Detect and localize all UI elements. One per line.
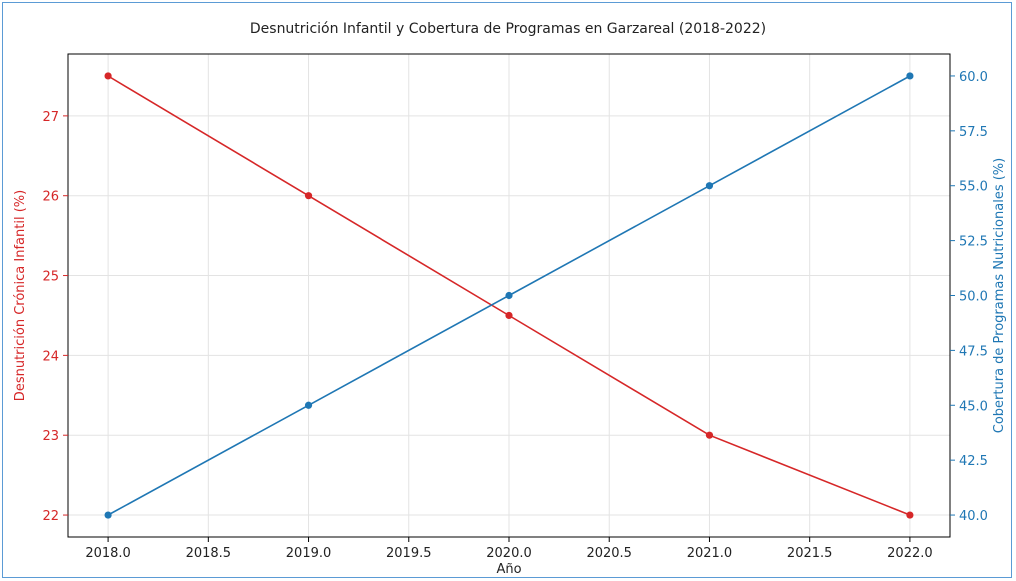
y-right-tick-label: 55.0: [959, 180, 988, 195]
x-tick-label: 2018.5: [186, 546, 232, 561]
x-axis-label: Año: [496, 562, 521, 577]
y-left-tick-label: 26: [42, 190, 59, 205]
y-right-tick-label: 57.5: [959, 125, 988, 140]
x-tick-label: 2020.5: [586, 546, 632, 561]
y-right-tick-label: 42.5: [959, 454, 988, 469]
y-right-tick-label: 60.0: [959, 70, 988, 85]
y-right-tick-label: 45.0: [959, 399, 988, 414]
data-point-right: [505, 291, 513, 300]
grid: [68, 54, 950, 537]
y-left-tick-label: 23: [42, 429, 59, 444]
ticks-layer: 2018.0 2018.5 2019.0 2019.5 2020.0 2020.5 2021…: [42, 70, 988, 561]
x-tick-label: 2019.5: [386, 546, 432, 561]
y-right-tick-label: 52.5: [959, 235, 988, 250]
chart-title: Desnutrición Infantil y Cobertura de Pro…: [250, 21, 766, 37]
data-point-right: [705, 182, 714, 190]
y-right-tick-label: 47.5: [959, 344, 988, 359]
data-point-right: [906, 72, 914, 80]
data-point-left: [705, 431, 714, 439]
data-point-right: [304, 401, 313, 409]
data-point-left: [906, 511, 914, 519]
series-layer: [104, 72, 914, 519]
y-right-tick-label: 40.0: [959, 509, 988, 524]
x-tick-label: 2021.0: [687, 546, 733, 561]
data-point-left: [304, 192, 313, 200]
x-tick-label: 2022.0: [887, 546, 933, 561]
y-right-axis-label: Cobertura de Programas Nutricionales (%): [992, 158, 1007, 433]
x-tick-label: 2018.0: [85, 546, 131, 561]
y-left-axis-label: Desnutrición Crónica Infantil (%): [13, 190, 28, 401]
data-point-right: [104, 511, 112, 519]
y-right-tick-label: 50.0: [959, 290, 988, 305]
x-tick-label: 2020.0: [486, 546, 532, 561]
data-point-left: [104, 72, 112, 80]
y-left-tick-label: 22: [42, 509, 59, 524]
data-point-left: [505, 311, 513, 320]
y-left-tick-label: 27: [42, 110, 59, 125]
x-tick-label: 2019.0: [286, 546, 332, 561]
x-tick-label: 2021.5: [787, 546, 833, 561]
y-left-tick-label: 24: [42, 349, 59, 364]
y-left-tick-label: 25: [42, 270, 59, 285]
